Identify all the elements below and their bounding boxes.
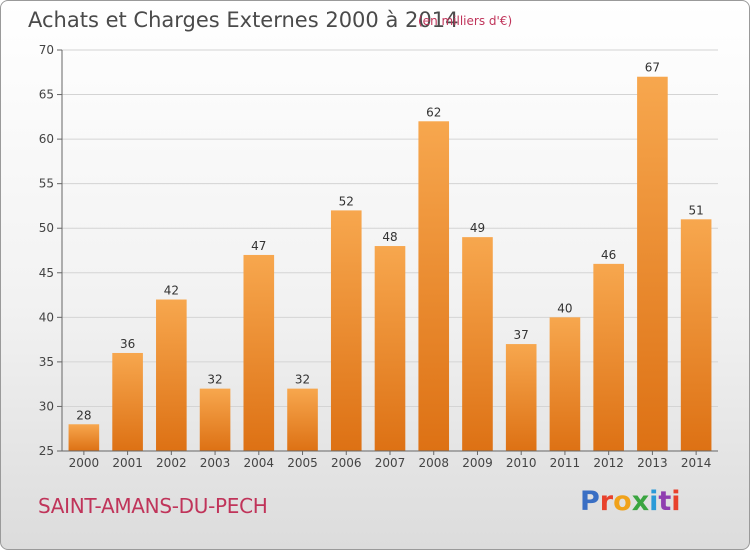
x-tick-label-2005: 2005 xyxy=(287,456,318,470)
y-tick-label: 55 xyxy=(39,177,54,191)
y-tick-label: 50 xyxy=(39,221,54,235)
y-tick-label: 65 xyxy=(39,88,54,102)
value-label-2005: 32 xyxy=(295,373,310,387)
bar-2002 xyxy=(156,299,187,451)
y-tick-label: 70 xyxy=(39,43,54,57)
x-tick-label-2010: 2010 xyxy=(506,456,537,470)
value-label-2001: 36 xyxy=(120,337,135,351)
value-label-2011: 40 xyxy=(557,301,572,315)
x-tick-label-2003: 2003 xyxy=(200,456,231,470)
bar-2006 xyxy=(330,210,362,451)
bar-2009 xyxy=(462,237,493,451)
logo-letter: x xyxy=(631,486,650,517)
y-tick-label: 30 xyxy=(39,399,54,413)
x-tick-label-2001: 2001 xyxy=(112,456,143,470)
town-name: SAINT-AMANS-DU-PECH xyxy=(38,494,268,518)
value-label-2014: 51 xyxy=(688,203,703,217)
x-tick-label-2014: 2014 xyxy=(681,456,712,470)
bar-2012 xyxy=(593,263,624,451)
x-tick-label-2011: 2011 xyxy=(550,456,581,470)
value-label-2008: 62 xyxy=(426,105,441,119)
value-label-2004: 47 xyxy=(251,239,266,253)
logo-letter: r xyxy=(599,486,614,517)
bar-2011 xyxy=(549,317,581,451)
x-tick-label-2009: 2009 xyxy=(462,456,493,470)
x-tick-label-2004: 2004 xyxy=(244,456,275,470)
y-tick-label: 60 xyxy=(39,132,54,146)
logo-letter: P xyxy=(580,486,600,517)
value-label-2003: 32 xyxy=(207,373,222,387)
x-tick-label-2002: 2002 xyxy=(156,456,187,470)
value-label-2002: 42 xyxy=(164,284,179,298)
y-tick-label: 45 xyxy=(39,266,54,280)
bar-2004 xyxy=(243,254,275,451)
x-tick-label-2006: 2006 xyxy=(331,456,362,470)
x-tick-label-2007: 2007 xyxy=(375,456,406,470)
y-tick-label: 35 xyxy=(39,355,54,369)
value-label-2010: 37 xyxy=(514,328,529,342)
bar-2010 xyxy=(505,344,537,451)
proxiti-logo: Proxiti xyxy=(580,486,681,517)
bar-2000 xyxy=(68,424,100,451)
logo-letter: i xyxy=(649,486,659,517)
bar-2001 xyxy=(112,352,143,451)
logo-letter: o xyxy=(613,486,632,517)
value-label-2007: 48 xyxy=(382,230,397,244)
value-label-2013: 67 xyxy=(645,61,660,75)
logo-letter: t xyxy=(658,486,672,517)
x-tick-label-2008: 2008 xyxy=(418,456,449,470)
bar-2003 xyxy=(199,388,231,451)
x-tick-label-2012: 2012 xyxy=(593,456,624,470)
value-label-2012: 46 xyxy=(601,248,616,262)
logo-letter: i xyxy=(671,486,681,517)
bar-2013 xyxy=(637,76,668,451)
chart-title: Achats et Charges Externes 2000 à 2014 xyxy=(28,8,459,32)
bar-2005 xyxy=(287,388,318,451)
chart-units: (en milliers d'€) xyxy=(418,14,513,28)
value-label-2000: 28 xyxy=(76,408,91,422)
bar-2008 xyxy=(418,121,450,452)
x-tick-label-2000: 2000 xyxy=(69,456,100,470)
bar-2007 xyxy=(374,246,406,451)
y-tick-label: 25 xyxy=(39,444,54,458)
value-label-2009: 49 xyxy=(470,221,485,235)
y-tick-label: 40 xyxy=(39,310,54,324)
x-tick-label-2013: 2013 xyxy=(637,456,668,470)
value-label-2006: 52 xyxy=(339,194,354,208)
bar-2014 xyxy=(680,219,712,451)
